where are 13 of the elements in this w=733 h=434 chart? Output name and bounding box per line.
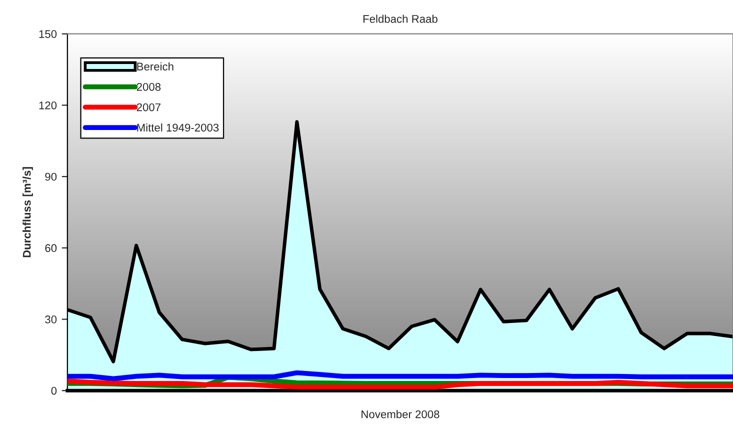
y-tick-label: 120 xyxy=(39,101,57,110)
y-tick-label: 60 xyxy=(45,244,57,252)
legend-label: 2007 xyxy=(136,103,160,112)
legend-label: Mittel 1949-2003 xyxy=(137,123,219,132)
chart-title: Feldbach Raab xyxy=(363,14,438,23)
y-tick-label: 30 xyxy=(45,316,57,324)
y-tick-label: 150 xyxy=(39,30,57,38)
x-axis-title: November 2008 xyxy=(362,410,440,418)
y-tick-label: 90 xyxy=(45,172,57,181)
y-axis-title: Durchfluss [m³/s] xyxy=(22,167,33,258)
y-tick-label: 0 xyxy=(51,386,57,395)
legend-label: Bereich xyxy=(137,62,174,70)
legend-label: 2008 xyxy=(136,82,161,91)
